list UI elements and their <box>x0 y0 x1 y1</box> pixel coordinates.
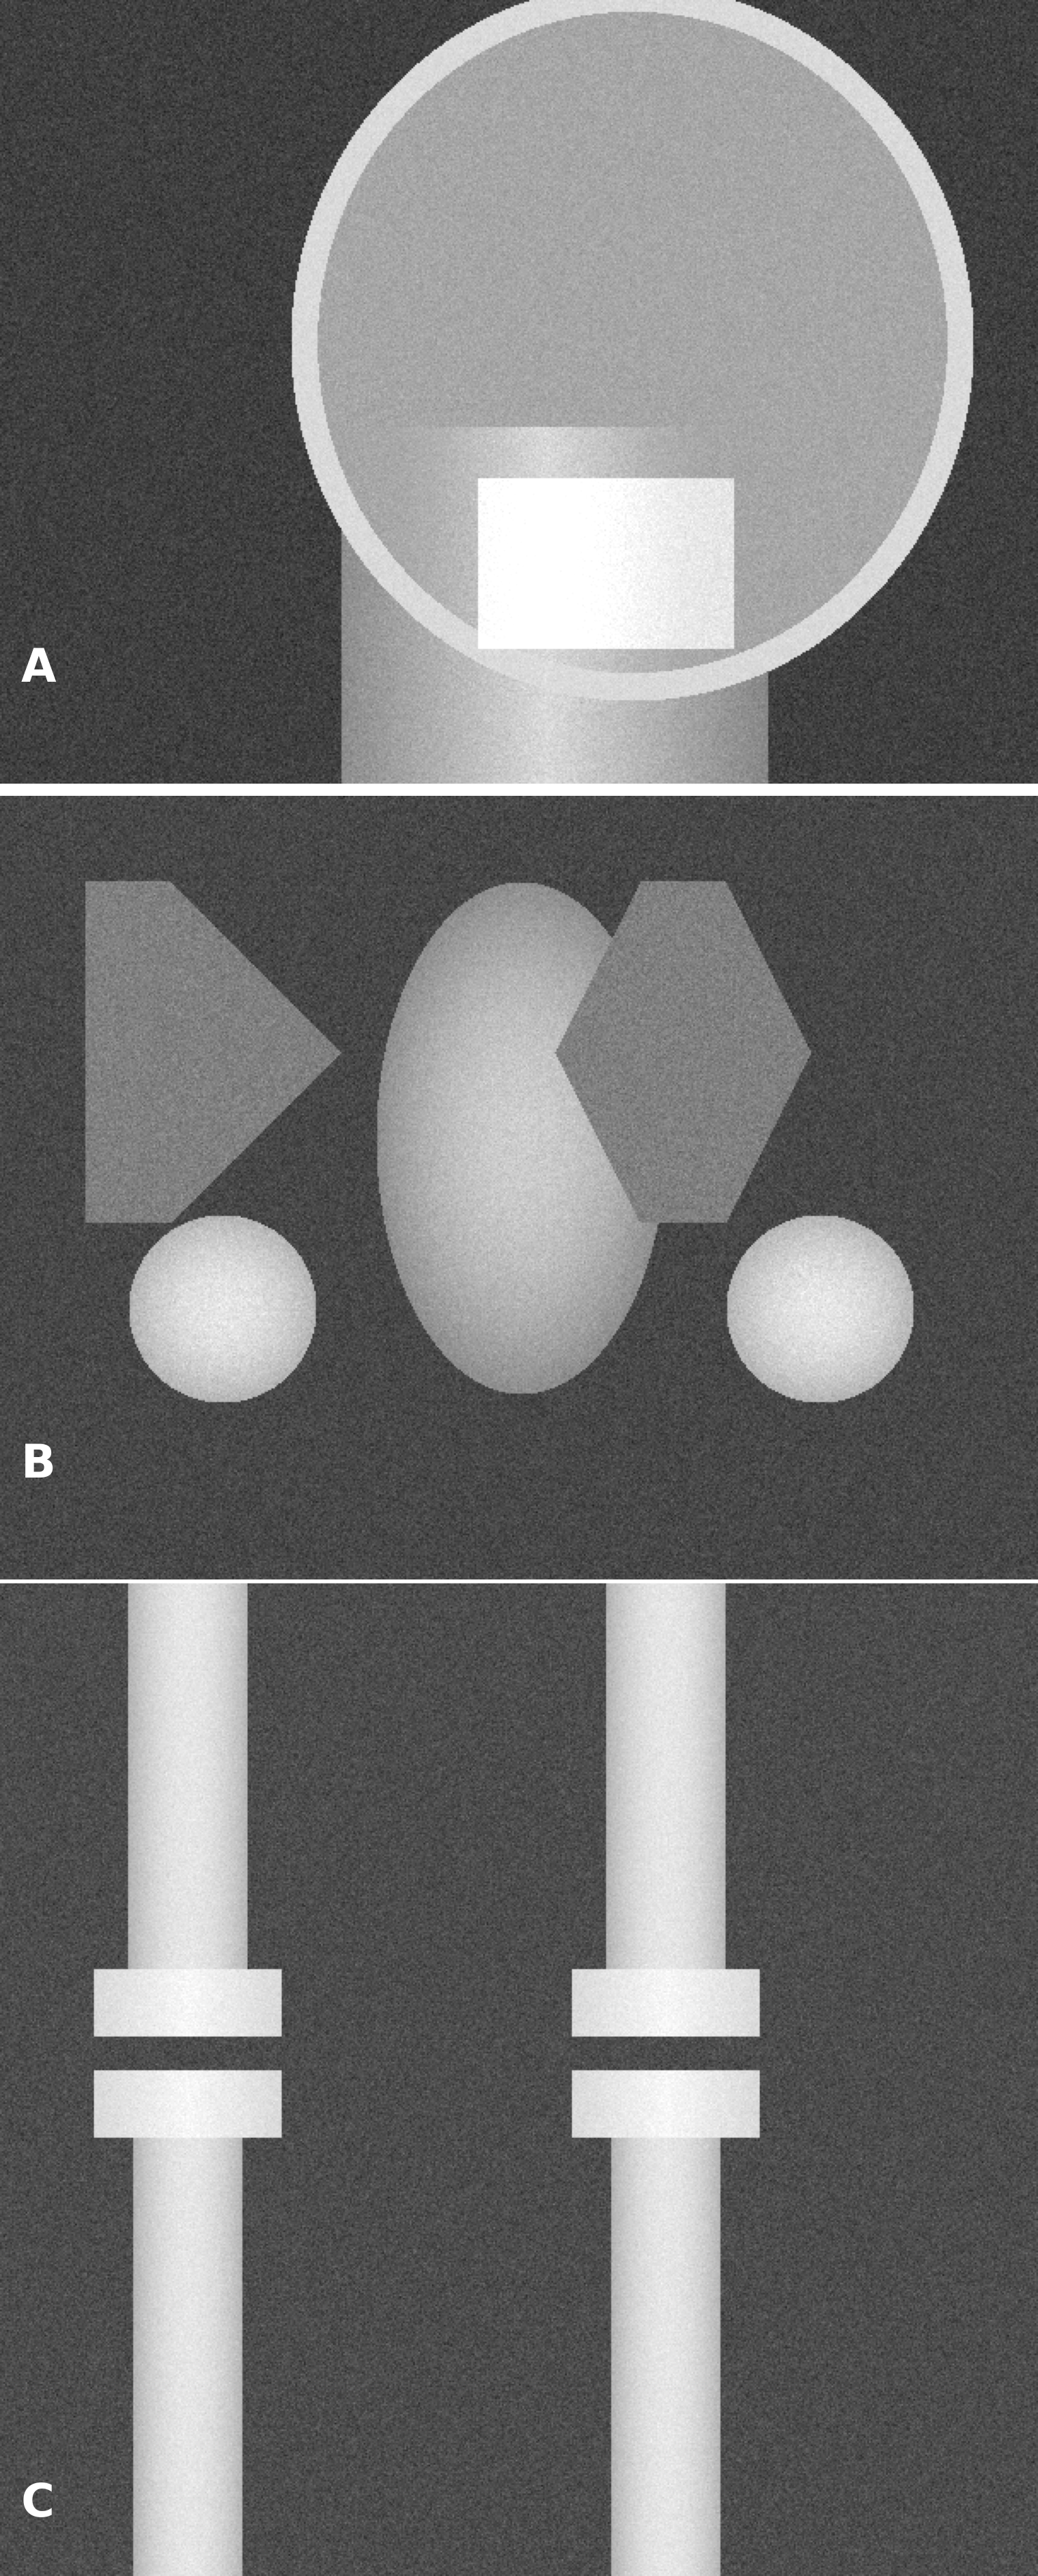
Text: B: B <box>21 1443 55 1486</box>
Text: C: C <box>21 2481 54 2527</box>
Text: A: A <box>21 647 56 690</box>
